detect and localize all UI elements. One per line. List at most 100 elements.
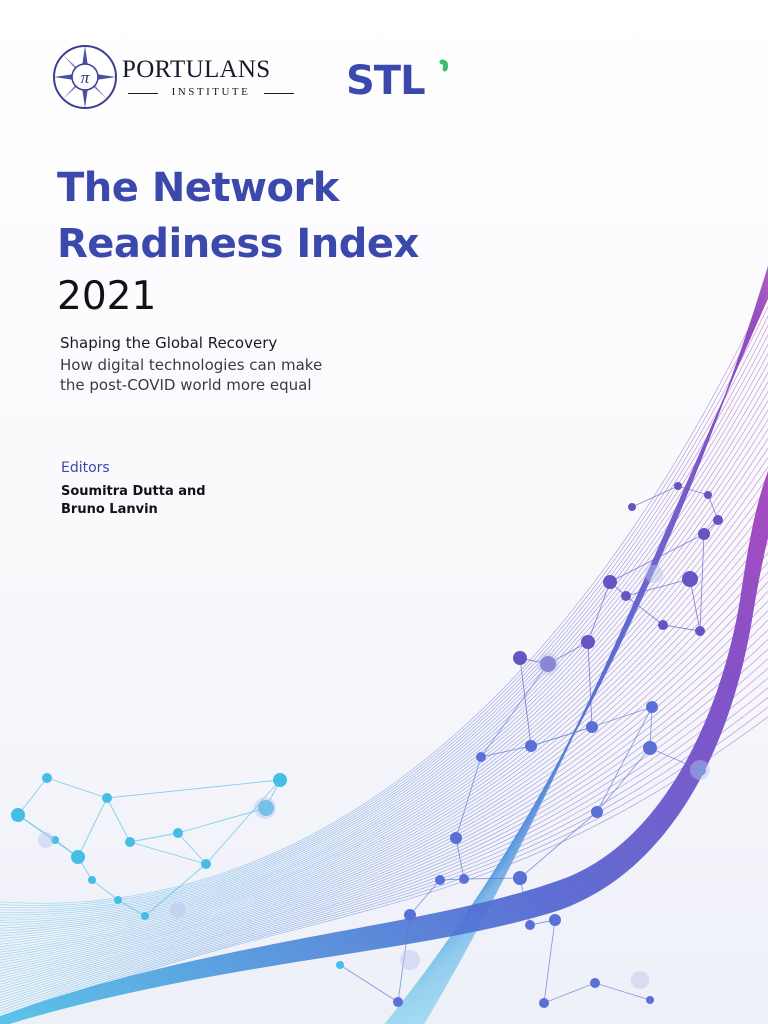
stl-wordmark: STL [346,58,425,100]
wave-line [407,285,768,1024]
report-tagline: How digital technologies can make the po… [60,355,420,395]
tagline-line-1: How digital technologies can make [60,356,323,374]
network-node [459,874,469,884]
network-edge [455,756,482,839]
network-edge [17,777,48,816]
network-node [658,620,668,630]
network-edge [631,485,679,508]
network-edge [519,657,532,747]
network-node [628,503,636,511]
network-edge [587,641,593,728]
network-node [590,978,600,988]
wave-line [0,400,768,934]
wave-line [0,561,768,980]
wave-line [0,658,768,1007]
wave-line [0,437,768,945]
network-node [581,635,595,649]
compass-rose-icon: π [53,45,117,109]
wave-line [0,324,768,913]
wave-line [0,485,768,958]
network-edge [129,832,179,843]
wave-line [0,409,768,937]
network-node-halo [645,565,663,583]
ribbon-band [0,470,768,1024]
wave-line [0,638,768,1001]
network-edge [129,841,207,865]
wave-line [396,276,768,1024]
network-node [141,912,149,920]
network-edge [480,663,549,758]
wave-line [0,504,768,964]
network-node [591,806,603,818]
wave-line [0,466,768,953]
stl-logo: STL [346,58,449,100]
network-node [713,515,723,525]
wave-line [0,371,768,926]
network-node [646,701,658,713]
pi-symbol: π [81,68,90,87]
network-edge [177,807,267,834]
network-edge [699,533,705,632]
wave-line [400,279,768,1024]
wave-line [0,447,768,948]
wave-line [0,619,768,996]
network-node [698,528,710,540]
network-edges [17,485,719,1004]
network-edge [46,777,108,799]
wave-line [0,667,768,1009]
network-node [51,836,59,844]
wave-line [0,494,768,961]
network-node [88,876,96,884]
network-node [603,575,617,589]
network-node [435,875,445,885]
portulans-institute-logo: π PORTULANS INSTITUTE [52,42,312,110]
network-edge [649,747,701,771]
network-edge [519,877,531,926]
network-node [539,998,549,1008]
wave-line [0,418,768,940]
editors-line-1: Soumitra Dutta and [61,484,206,499]
network-edge [625,578,691,597]
network-node [11,808,25,822]
wave-line [410,287,768,1024]
network-node [273,773,287,787]
network-node [336,961,344,969]
portulans-subtitle-text: INSTITUTE [171,86,251,98]
wave-line [0,571,768,982]
network-node [695,626,705,636]
network-node-halo [631,971,649,989]
network-edge [543,919,556,1004]
wave-line [408,286,768,1024]
wave-line [0,533,768,972]
network-node-halo [537,653,559,675]
network-edge [530,726,593,747]
network-edge [543,982,596,1004]
wave-line [0,287,768,904]
network-edge [677,485,709,496]
network-edge [594,982,651,1001]
wave-line [0,687,768,1015]
network-edge [409,879,441,916]
network-node [621,591,631,601]
wave-line [404,282,768,1024]
network-node [525,920,535,930]
network-edge [625,595,664,626]
report-subtitle: Shaping the Global Recovery [60,334,278,352]
network-node [450,832,462,844]
network-node [525,740,537,752]
network-nodes [11,482,723,1008]
wave-line [403,282,768,1024]
network-node [258,800,274,816]
wave-ribbon [0,470,768,1024]
title-line-2: Readiness Index [57,221,419,267]
stl-accent-mark [439,59,449,72]
network-node [513,651,527,665]
report-title: The Network Readiness Index [57,160,419,272]
report-year: 2021 [57,274,157,319]
wave-line [401,280,768,1024]
wave-line [0,315,768,911]
wave-line [413,289,768,1024]
wave-line [412,289,768,1024]
network-edge [596,706,653,813]
